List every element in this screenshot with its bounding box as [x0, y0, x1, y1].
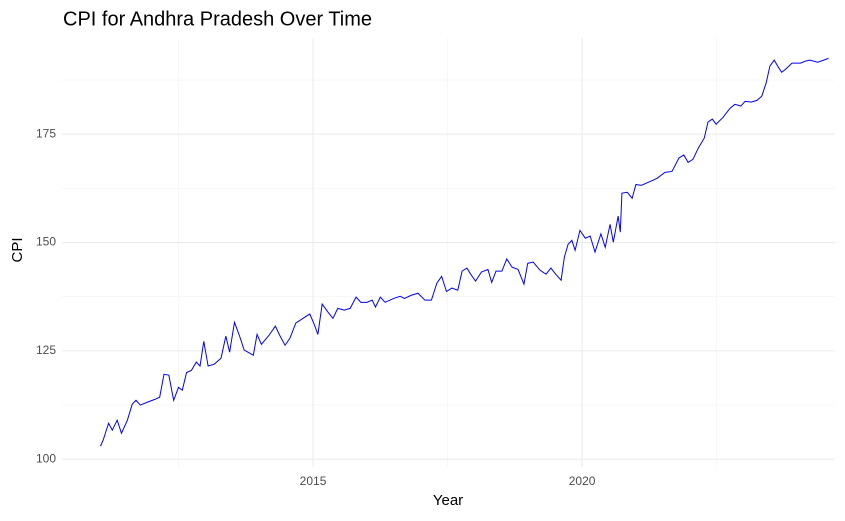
y-tick-label: 175: [36, 126, 56, 140]
y-axis-label: CPI: [9, 237, 26, 262]
y-tick-label: 125: [36, 343, 56, 357]
y-tick-label: 150: [36, 235, 56, 249]
chart-title: CPI for Andhra Pradesh Over Time: [63, 8, 372, 30]
x-tick-label: 2020: [569, 474, 596, 488]
cpi-line: [100, 57, 829, 447]
x-axis-label: Year: [433, 492, 463, 509]
x-tick-label: 2015: [300, 474, 327, 488]
y-tick-label: 100: [36, 451, 56, 465]
